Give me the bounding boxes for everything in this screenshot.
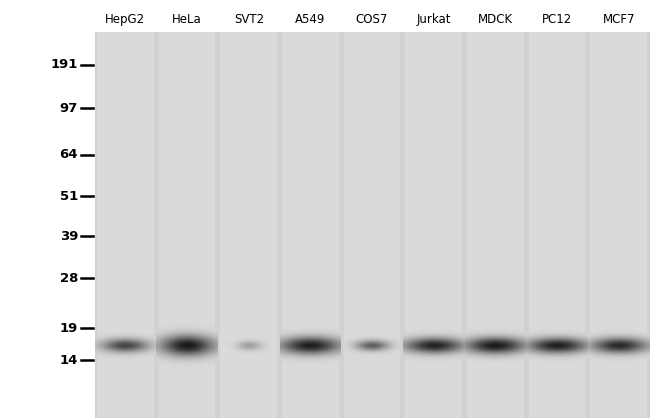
Text: 28: 28 — [60, 272, 78, 285]
Text: SVT2: SVT2 — [234, 13, 264, 26]
Text: MDCK: MDCK — [478, 13, 513, 26]
Text: HeLa: HeLa — [172, 13, 202, 26]
Text: A549: A549 — [295, 13, 325, 26]
Text: 97: 97 — [60, 102, 78, 115]
Text: 39: 39 — [60, 229, 78, 242]
Text: 64: 64 — [60, 148, 78, 161]
Text: HepG2: HepG2 — [105, 13, 145, 26]
Text: PC12: PC12 — [542, 13, 572, 26]
Text: 51: 51 — [60, 189, 78, 202]
Text: 191: 191 — [51, 59, 78, 71]
Text: 19: 19 — [60, 321, 78, 334]
Text: 14: 14 — [60, 354, 78, 367]
Text: MCF7: MCF7 — [603, 13, 635, 26]
Text: COS7: COS7 — [356, 13, 388, 26]
Text: Jurkat: Jurkat — [417, 13, 451, 26]
